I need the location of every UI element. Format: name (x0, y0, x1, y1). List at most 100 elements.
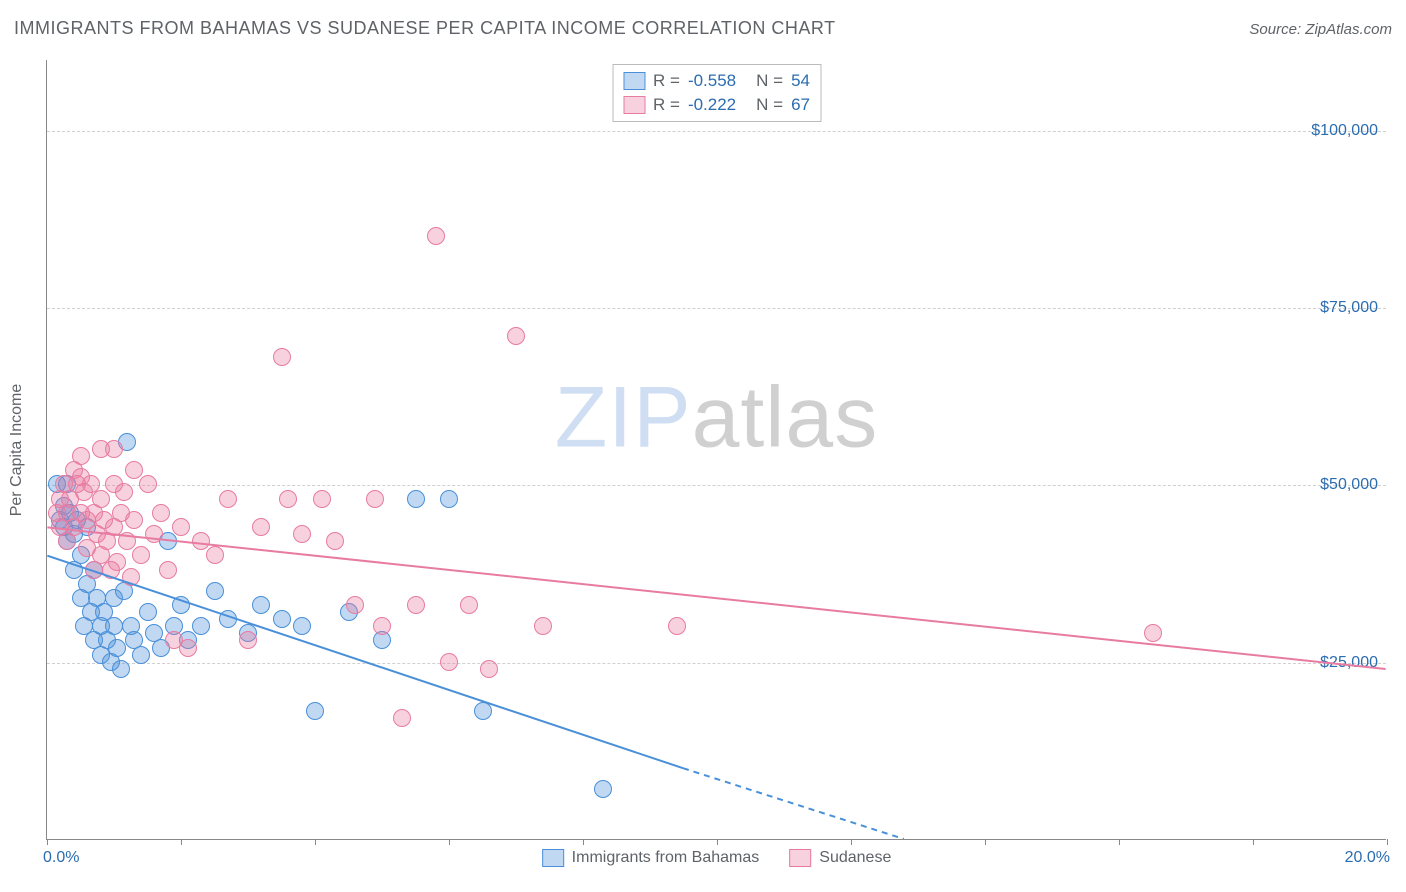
swatch-bahamas (623, 72, 645, 90)
n-value-bahamas: 54 (791, 71, 810, 91)
data-point-sudanese (159, 561, 177, 579)
data-point-bahamas (192, 617, 210, 635)
data-point-sudanese (108, 553, 126, 571)
data-point-sudanese (440, 653, 458, 671)
r-label: R = (653, 95, 680, 115)
data-point-bahamas (474, 702, 492, 720)
data-point-bahamas (172, 596, 190, 614)
x-tick (717, 839, 718, 845)
data-point-bahamas (293, 617, 311, 635)
swatch-sudanese (789, 849, 811, 867)
data-point-bahamas (440, 490, 458, 508)
data-point-sudanese (252, 518, 270, 536)
data-point-sudanese (179, 639, 197, 657)
data-point-sudanese (115, 483, 133, 501)
source-name: ZipAtlas.com (1305, 21, 1392, 38)
data-point-sudanese (206, 546, 224, 564)
data-point-sudanese (407, 596, 425, 614)
data-point-sudanese (145, 525, 163, 543)
y-axis-label: Per Capita Income (8, 383, 26, 516)
x-tick (851, 839, 852, 845)
data-point-sudanese (373, 617, 391, 635)
data-point-sudanese (427, 227, 445, 245)
n-label: N = (756, 71, 783, 91)
data-point-sudanese (122, 568, 140, 586)
data-point-bahamas (105, 617, 123, 635)
data-point-bahamas (132, 646, 150, 664)
x-tick (181, 839, 182, 845)
data-point-bahamas (594, 780, 612, 798)
x-tick (985, 839, 986, 845)
x-min-label: 0.0% (43, 849, 79, 867)
data-point-sudanese (125, 461, 143, 479)
data-point-sudanese (132, 546, 150, 564)
data-point-sudanese (480, 660, 498, 678)
chart-title: IMMIGRANTS FROM BAHAMAS VS SUDANESE PER … (14, 18, 836, 39)
trend-lines-svg (47, 60, 1386, 839)
watermark-atlas: atlas (692, 370, 879, 466)
legend-label-bahamas: Immigrants from Bahamas (572, 849, 760, 867)
data-point-sudanese (668, 617, 686, 635)
x-tick (583, 839, 584, 845)
scatter-plot: ZIPatlas Per Capita Income R = -0.558 N … (46, 60, 1386, 840)
grid-line (47, 663, 1386, 664)
data-point-sudanese (72, 447, 90, 465)
swatch-bahamas (542, 849, 564, 867)
data-point-sudanese (118, 532, 136, 550)
legend-item-sudanese: Sudanese (789, 849, 891, 867)
x-tick (1387, 839, 1388, 845)
legend-item-bahamas: Immigrants from Bahamas (542, 849, 760, 867)
watermark-zip: ZIP (555, 370, 692, 466)
grid-line (47, 485, 1386, 486)
data-point-bahamas (206, 582, 224, 600)
data-point-sudanese (92, 440, 110, 458)
data-point-sudanese (366, 490, 384, 508)
data-point-sudanese (152, 504, 170, 522)
grid-line (47, 308, 1386, 309)
data-point-sudanese (279, 490, 297, 508)
r-label: R = (653, 71, 680, 91)
data-point-sudanese (125, 511, 143, 529)
watermark: ZIPatlas (555, 369, 878, 468)
x-tick (1119, 839, 1120, 845)
series-legend: Immigrants from Bahamas Sudanese (542, 849, 892, 867)
r-value-bahamas: -0.558 (688, 71, 736, 91)
y-tick-label: $75,000 (1320, 299, 1378, 317)
data-point-sudanese (273, 348, 291, 366)
data-point-bahamas (112, 660, 130, 678)
swatch-sudanese (623, 96, 645, 114)
r-value-sudanese: -0.222 (688, 95, 736, 115)
data-point-sudanese (326, 532, 344, 550)
data-point-sudanese (92, 490, 110, 508)
data-point-sudanese (192, 532, 210, 550)
data-point-sudanese (239, 631, 257, 649)
data-point-sudanese (346, 596, 364, 614)
chart-header: IMMIGRANTS FROM BAHAMAS VS SUDANESE PER … (14, 18, 1392, 39)
data-point-sudanese (139, 475, 157, 493)
data-point-sudanese (172, 518, 190, 536)
y-tick-label: $25,000 (1320, 654, 1378, 672)
x-tick (1253, 839, 1254, 845)
data-point-bahamas (108, 639, 126, 657)
x-max-label: 20.0% (1345, 849, 1390, 867)
data-point-bahamas (407, 490, 425, 508)
data-point-bahamas (219, 610, 237, 628)
n-value-sudanese: 67 (791, 95, 810, 115)
chart-source: Source: ZipAtlas.com (1249, 21, 1392, 38)
trend-line-dash-bahamas (683, 768, 904, 839)
legend-label-sudanese: Sudanese (819, 849, 891, 867)
x-tick (315, 839, 316, 845)
data-point-sudanese (72, 468, 90, 486)
data-point-sudanese (1144, 624, 1162, 642)
x-tick (47, 839, 48, 845)
y-tick-label: $50,000 (1320, 476, 1378, 494)
y-tick-label: $100,000 (1311, 122, 1378, 140)
data-point-bahamas (273, 610, 291, 628)
data-point-bahamas (306, 702, 324, 720)
data-point-sudanese (219, 490, 237, 508)
source-prefix: Source: (1249, 21, 1305, 38)
data-point-sudanese (313, 490, 331, 508)
grid-line (47, 131, 1386, 132)
n-label: N = (756, 95, 783, 115)
data-point-sudanese (293, 525, 311, 543)
